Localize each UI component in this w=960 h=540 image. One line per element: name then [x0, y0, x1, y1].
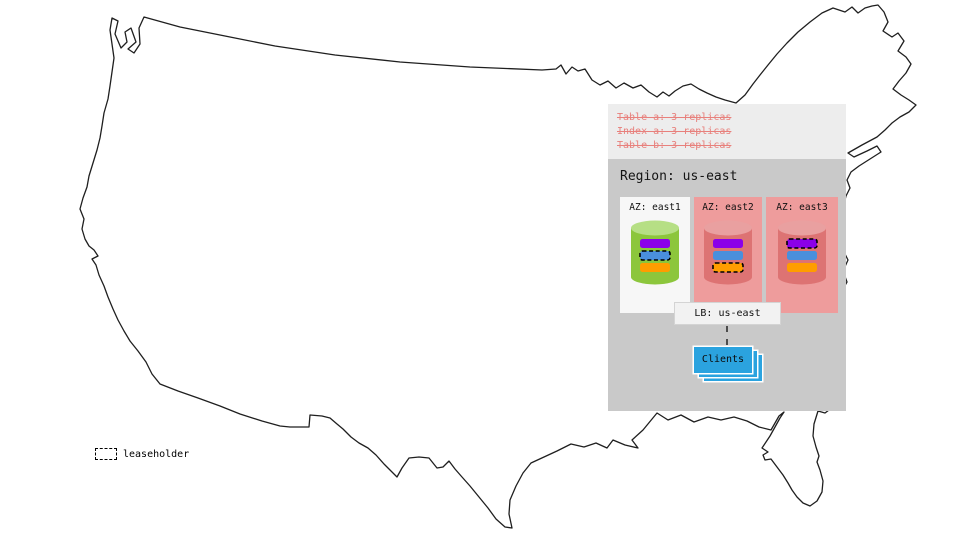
clients-box: Clients [694, 347, 752, 373]
az-box-east2: AZ: east2 [694, 197, 762, 313]
legend-label: leaseholder [123, 448, 190, 460]
database-cylinder-icon [704, 220, 752, 285]
replica-bar [787, 263, 817, 272]
az-row: AZ: east1 AZ: east2 AZ: east3 [620, 197, 838, 313]
leaseholder-swatch-icon [95, 448, 117, 460]
database-cylinder-icon [631, 220, 679, 285]
load-balancer-box: LB: us-east [674, 302, 781, 325]
region-panel: Region: us-east AZ: east1 AZ: east2 AZ: ea… [608, 159, 846, 411]
zone-config-line: Index a: 3 replicas [617, 126, 732, 137]
replica-bar [713, 239, 743, 248]
leaseholder-legend: leaseholder [95, 448, 189, 460]
region-title: Region: us-east [620, 169, 738, 184]
az-label: AZ: east1 [629, 202, 681, 213]
replica-bar-leaseholder [786, 238, 818, 249]
zone-config-line: Table a: 3 replicas [617, 112, 732, 123]
replica-bar [640, 263, 670, 272]
az-box-east1: AZ: east1 [620, 197, 690, 313]
replica-bar [640, 239, 670, 248]
az-box-east3: AZ: east3 [766, 197, 838, 313]
lb-clients-connector [726, 326, 728, 345]
replica-bar-leaseholder [639, 250, 671, 261]
replica-bar [787, 251, 817, 260]
replica-bar [713, 251, 743, 260]
zone-config-line: Table b: 3 replicas [617, 140, 732, 151]
zone-config-panel: Table a: 3 replicas Index a: 3 replicas Ta… [608, 104, 846, 159]
az-label: AZ: east3 [776, 202, 828, 213]
az-label: AZ: east2 [702, 202, 754, 213]
database-cylinder-icon [778, 220, 826, 285]
replica-bar-leaseholder [712, 262, 744, 273]
